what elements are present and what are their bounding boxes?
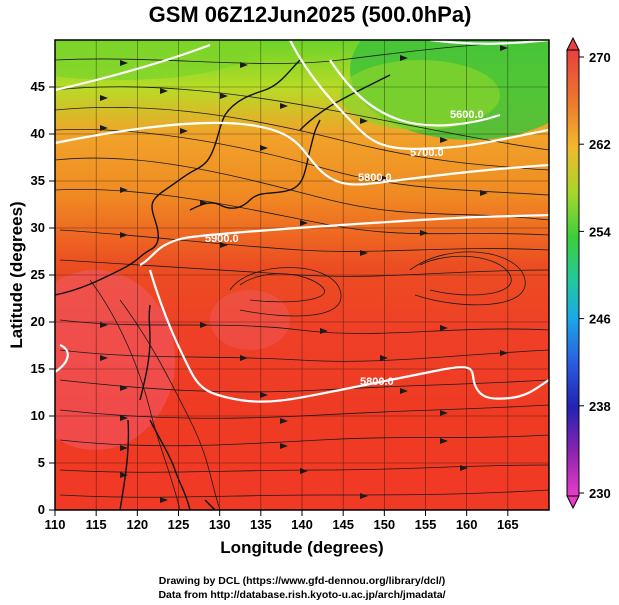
- colorbar-tick-label: 238: [589, 399, 611, 414]
- contour-label-5700: 5700.0: [410, 147, 444, 159]
- credit-drawing: Drawing by DCL (https://www.gfd-dennou.o…: [159, 575, 445, 587]
- height-contours: [55, 40, 549, 403]
- y-tick-label: 30: [31, 220, 45, 235]
- y-tick-label: 40: [31, 126, 45, 141]
- x-tick-label: 130: [209, 517, 231, 532]
- colorbar-body: [566, 49, 580, 497]
- credit-data: Data from http://database.rish.kyoto-u.a…: [158, 589, 445, 601]
- y-tick-label: 10: [31, 408, 45, 423]
- x-tick-label: 140: [291, 517, 313, 532]
- y-tick-label: 25: [31, 267, 45, 282]
- y-tick-label: 15: [31, 361, 45, 376]
- colorbar-tick-label: 270: [589, 50, 611, 65]
- x-tick-label: 145: [332, 517, 354, 532]
- x-tick-label: 150: [373, 517, 395, 532]
- x-tick-label: 115: [86, 517, 107, 532]
- contour-label-5800: 5800.0: [358, 172, 392, 184]
- colorbar-min-extension: [566, 495, 580, 510]
- contour-labels: 5900.0 5800.0 5800.0 5700.0 5600.0: [205, 109, 484, 388]
- y-tick-label: 0: [38, 502, 45, 517]
- wind-arrows: [100, 45, 508, 503]
- x-tick-label: 120: [126, 517, 148, 532]
- colorbar-tick-label: 254: [589, 224, 611, 239]
- y-tick-label: 20: [31, 314, 45, 329]
- x-tick-label: 155: [415, 517, 437, 532]
- chart-title: GSM 06Z12Jun2025 (500.0hPa): [149, 2, 472, 27]
- y-tick-label: 5: [38, 455, 45, 470]
- x-tick-label: 110: [45, 517, 66, 532]
- y-axis-label: Latitude (degrees): [7, 201, 26, 348]
- x-tick-label: 165: [497, 517, 519, 532]
- x-axis-label: Longitude (degrees): [220, 538, 383, 557]
- colorbar: 270 262 254 246 238 230: [566, 36, 611, 510]
- contour-label-5900-south: 5800.0: [360, 376, 394, 388]
- wind-streamlines: [55, 40, 549, 510]
- x-tick-label: 135: [250, 517, 272, 532]
- coastlines: [55, 59, 391, 510]
- contour-label-5900-north: 5900.0: [205, 233, 239, 245]
- colorbar-tick-label: 246: [589, 312, 611, 327]
- colorbar-tick-label: 262: [589, 137, 611, 152]
- y-tick-label: 35: [31, 173, 45, 188]
- grid-lines: [55, 40, 549, 510]
- colorbar-tick-label: 230: [589, 486, 611, 501]
- temperature-field: [55, 40, 549, 510]
- contour-label-5600: 5600.0: [450, 109, 484, 121]
- y-tick-label: 45: [31, 79, 45, 94]
- x-tick-label: 125: [168, 517, 190, 532]
- x-axis: 110 115 120 125 130 135 140 145 150 155 160 165: [45, 510, 519, 532]
- colorbar-ticks: 270 262 254 246 238 230: [579, 50, 611, 501]
- x-tick-label: 160: [456, 517, 478, 532]
- y-axis: 0 5 10 15 20 25 30 35 40 45: [31, 79, 55, 517]
- colorbar-max-extension: [566, 36, 580, 51]
